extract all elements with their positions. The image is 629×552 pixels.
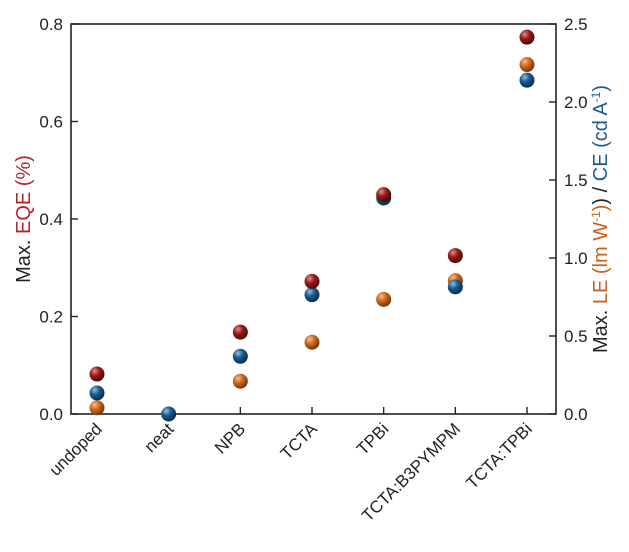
le-point [232,373,248,389]
x-tick-label: NPB [211,419,249,457]
right-tick-label: 0.5 [564,327,588,346]
left-tick-label: 0.4 [39,210,63,229]
right-tick-label: 1.5 [564,171,588,190]
x-tick-label: TCTA [277,419,321,463]
right-axis-title: Max. LE (lm W-1)) / CE (cd A-1) [589,85,612,353]
left-tick-label: 0.0 [39,405,63,424]
le-point [376,291,392,307]
left-axis: 0.0 0.2 0.4 0.6 0.8 [39,15,78,424]
le-point [89,400,105,416]
x-tick-label: TPBi [353,419,392,458]
eqe-point [232,324,248,340]
eqe-point [304,273,320,289]
right-axis: 0.0 0.5 1.0 1.5 2.0 2.5 [549,15,588,424]
ce-point [232,348,248,364]
ce-point [161,406,177,422]
left-tick-label: 0.8 [39,15,63,34]
left-tick-label: 0.2 [39,308,63,327]
right-tick-label: 1.0 [564,249,588,268]
x-tick-label: undoped [46,419,106,479]
ce-point [89,385,105,401]
x-tick-label: neat [141,419,178,456]
x-tick-label: TCTA:TPBi [463,419,536,492]
ce-point [304,287,320,303]
left-tick-label: 0.6 [39,113,63,132]
x-axis: undoped neat NPB TCTA TPBiTCTA:B3PYMPMTCTA:T… [46,407,536,525]
eqe-point [519,29,535,45]
ce-point [447,279,463,295]
right-tick-label: 2.5 [564,15,588,34]
right-tick-label: 0.0 [564,405,588,424]
eqe-point [89,366,105,382]
eqe-point [376,187,392,203]
data-points [89,29,535,422]
left-axis-title: Max. EQE (%) [13,155,35,283]
eqe-point [447,248,463,264]
le-point [519,57,535,73]
plot-frame [70,23,557,415]
right-tick-label: 2.0 [564,93,588,112]
ce-point [519,72,535,88]
le-point [304,334,320,350]
